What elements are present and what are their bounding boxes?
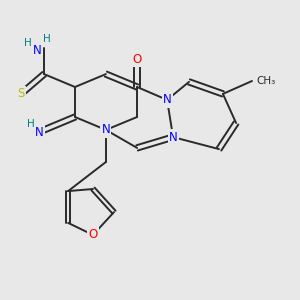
Text: O: O <box>88 228 98 242</box>
Text: H: H <box>43 34 51 44</box>
Text: N: N <box>169 130 178 144</box>
Text: H: H <box>27 119 34 129</box>
Text: CH₃: CH₃ <box>256 76 276 86</box>
Text: H: H <box>24 38 32 49</box>
Text: O: O <box>133 52 142 66</box>
Text: N: N <box>35 125 44 139</box>
Text: N: N <box>101 123 110 136</box>
Text: N: N <box>163 93 172 106</box>
Text: N: N <box>33 44 42 57</box>
Text: S: S <box>17 87 25 101</box>
